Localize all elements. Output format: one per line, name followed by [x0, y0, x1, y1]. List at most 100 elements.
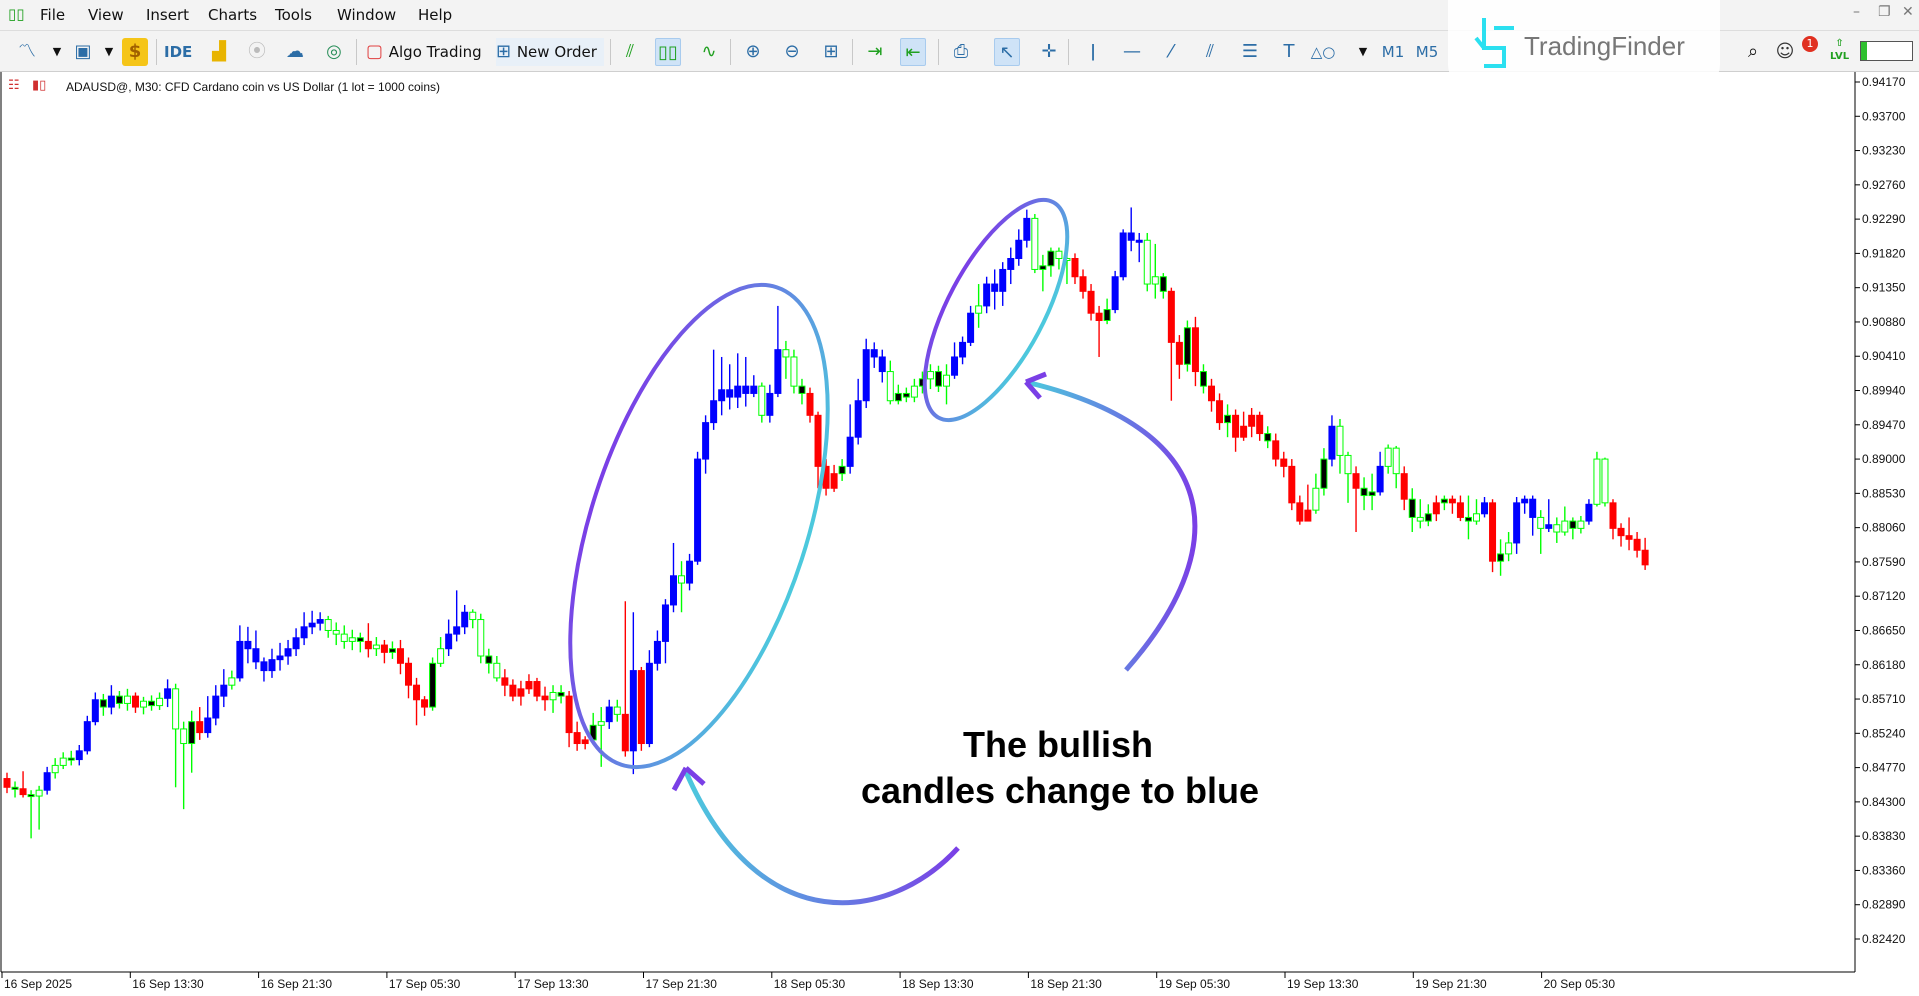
candle [734, 353, 742, 409]
menu-help[interactable]: Help [418, 6, 453, 24]
menu-tools[interactable]: Tools [275, 6, 312, 24]
zoom-out-icon[interactable]: ⊖ [784, 41, 800, 62]
candle-body [734, 385, 742, 398]
text-icon[interactable]: T [1283, 41, 1295, 62]
candle [790, 349, 798, 394]
candle-body [959, 341, 967, 358]
restore-button[interactable]: ❐ [1878, 4, 1891, 20]
candle [83, 715, 91, 755]
chevron-down-icon[interactable]: ▼ [1358, 45, 1368, 58]
signal-icon[interactable]: ⦿ [248, 41, 266, 62]
chevron-down-icon[interactable]: ▼ [52, 45, 62, 58]
candlestick-chart-icon[interactable]: ▯▯ [655, 38, 681, 66]
bar-chart-icon[interactable]: ⫽ [625, 41, 635, 62]
candle [1601, 457, 1609, 507]
candle-body [316, 619, 324, 624]
shapes-icon[interactable]: △○ [1310, 43, 1336, 61]
candle [1609, 499, 1617, 540]
menu-charts[interactable]: Charts [208, 6, 258, 24]
line-chart-icon[interactable]: ∿ [701, 41, 717, 62]
candle [1368, 473, 1376, 511]
candle [1007, 247, 1015, 285]
vertical-line-icon[interactable]: ǀ [1090, 41, 1096, 62]
price-chart[interactable]: 0.94170 0.93700 0.93230 0.92760 0.92290 0.918… [0, 72, 1919, 996]
vps-icon[interactable]: ◎ [326, 41, 342, 62]
candle-body [1071, 258, 1079, 278]
candle-body [541, 695, 549, 701]
zoom-in-icon[interactable]: ⊕ [745, 41, 761, 62]
candle-body [1344, 454, 1352, 475]
screenshot-icon[interactable]: ⎙ [953, 41, 969, 62]
candle-body [766, 392, 774, 416]
candle [686, 553, 694, 591]
cursor-icon[interactable]: ↖ [994, 38, 1020, 66]
arrowhead-1-icon [671, 766, 706, 792]
candle-body [469, 611, 477, 621]
timeframe-m1[interactable]: M1 [1381, 43, 1405, 61]
ide-button[interactable]: IDE [164, 43, 193, 61]
horizontal-line-icon[interactable]: — [1123, 41, 1141, 62]
algo-trading-label: Algo Trading [388, 43, 482, 61]
candle-body [453, 626, 461, 635]
tradingfinder-logo-icon: TradingFinder [1474, 18, 1685, 68]
equidistant-channel-icon[interactable]: ⫽ [1205, 41, 1215, 62]
y-tick-label: 0.93700 [1862, 109, 1906, 123]
candle-body [1400, 473, 1408, 500]
chevron-down-icon[interactable]: ▼ [104, 45, 114, 58]
chart-shift-icon[interactable]: ⇤ [900, 38, 926, 66]
tile-windows-icon[interactable]: ⊞ [823, 41, 839, 62]
candle [766, 384, 774, 423]
scroll-chart-icon[interactable]: ⇥ [867, 41, 883, 62]
candle-body [75, 750, 83, 761]
candle [140, 696, 148, 715]
chart-window[interactable]: ☷ ▮▯ ADAUSD@, M30: CFD Cardano coin vs U… [0, 72, 1919, 996]
candle-body [597, 721, 605, 726]
candle-body [621, 713, 629, 752]
menu-insert[interactable]: Insert [146, 6, 190, 24]
candle [421, 696, 429, 716]
candle [557, 685, 565, 704]
fibonacci-icon[interactable]: ☰ [1241, 41, 1259, 62]
cloud-icon[interactable]: ☁ [286, 41, 304, 62]
y-tick-label: 0.84770 [1862, 761, 1906, 775]
close-button[interactable]: ✕ [1902, 4, 1914, 20]
candle [35, 785, 43, 830]
candle-body [1352, 473, 1360, 489]
candle-body [1569, 520, 1577, 529]
candle [493, 656, 501, 682]
candle-body [1376, 465, 1384, 493]
candle [252, 630, 260, 670]
profile-icon[interactable]: ☺ [1775, 41, 1795, 62]
chart-template-icon[interactable]: ▣ [74, 41, 92, 62]
candle [364, 623, 372, 658]
crosshair-icon[interactable]: ✛ [1041, 41, 1057, 62]
menu-view[interactable]: View [88, 6, 124, 24]
line-chart-type-icon[interactable]: 〽 [18, 41, 36, 62]
timeframe-m5[interactable]: M5 [1415, 43, 1439, 61]
menu-file[interactable]: File [40, 6, 66, 24]
new-order-button[interactable]: ⊞ New Order [496, 38, 604, 66]
candle [1055, 247, 1063, 270]
candle [244, 626, 252, 664]
trendline-icon[interactable]: ⁄ [1169, 41, 1173, 62]
candle [597, 707, 605, 767]
candle [1489, 499, 1497, 573]
y-tick-label: 0.94170 [1862, 75, 1906, 89]
minimize-button[interactable]: – [1853, 4, 1860, 20]
menu-window[interactable]: Window [337, 6, 397, 24]
curved-arrow-1 [683, 771, 960, 906]
shopping-bag-icon[interactable]: ▟ [212, 41, 226, 62]
search-icon[interactable]: ⌕ [1747, 41, 1759, 62]
market-dollar-icon[interactable]: $ [122, 38, 148, 66]
lvl-icon[interactable]: ⇧ LVL [1830, 38, 1850, 62]
candle [1328, 415, 1336, 467]
candle-body [1513, 502, 1521, 544]
candle [316, 612, 324, 631]
candle-body [1047, 250, 1055, 267]
x-tick-label: 19 Sep 05:30 [1159, 977, 1231, 991]
app-logo-icon: ▯▯ [8, 5, 25, 23]
x-tick-label: 16 Sep 13:30 [132, 977, 204, 991]
candle-body [1641, 549, 1649, 566]
candle [1392, 445, 1400, 489]
algo-trading-button[interactable]: ▢ Algo Trading [366, 38, 488, 66]
